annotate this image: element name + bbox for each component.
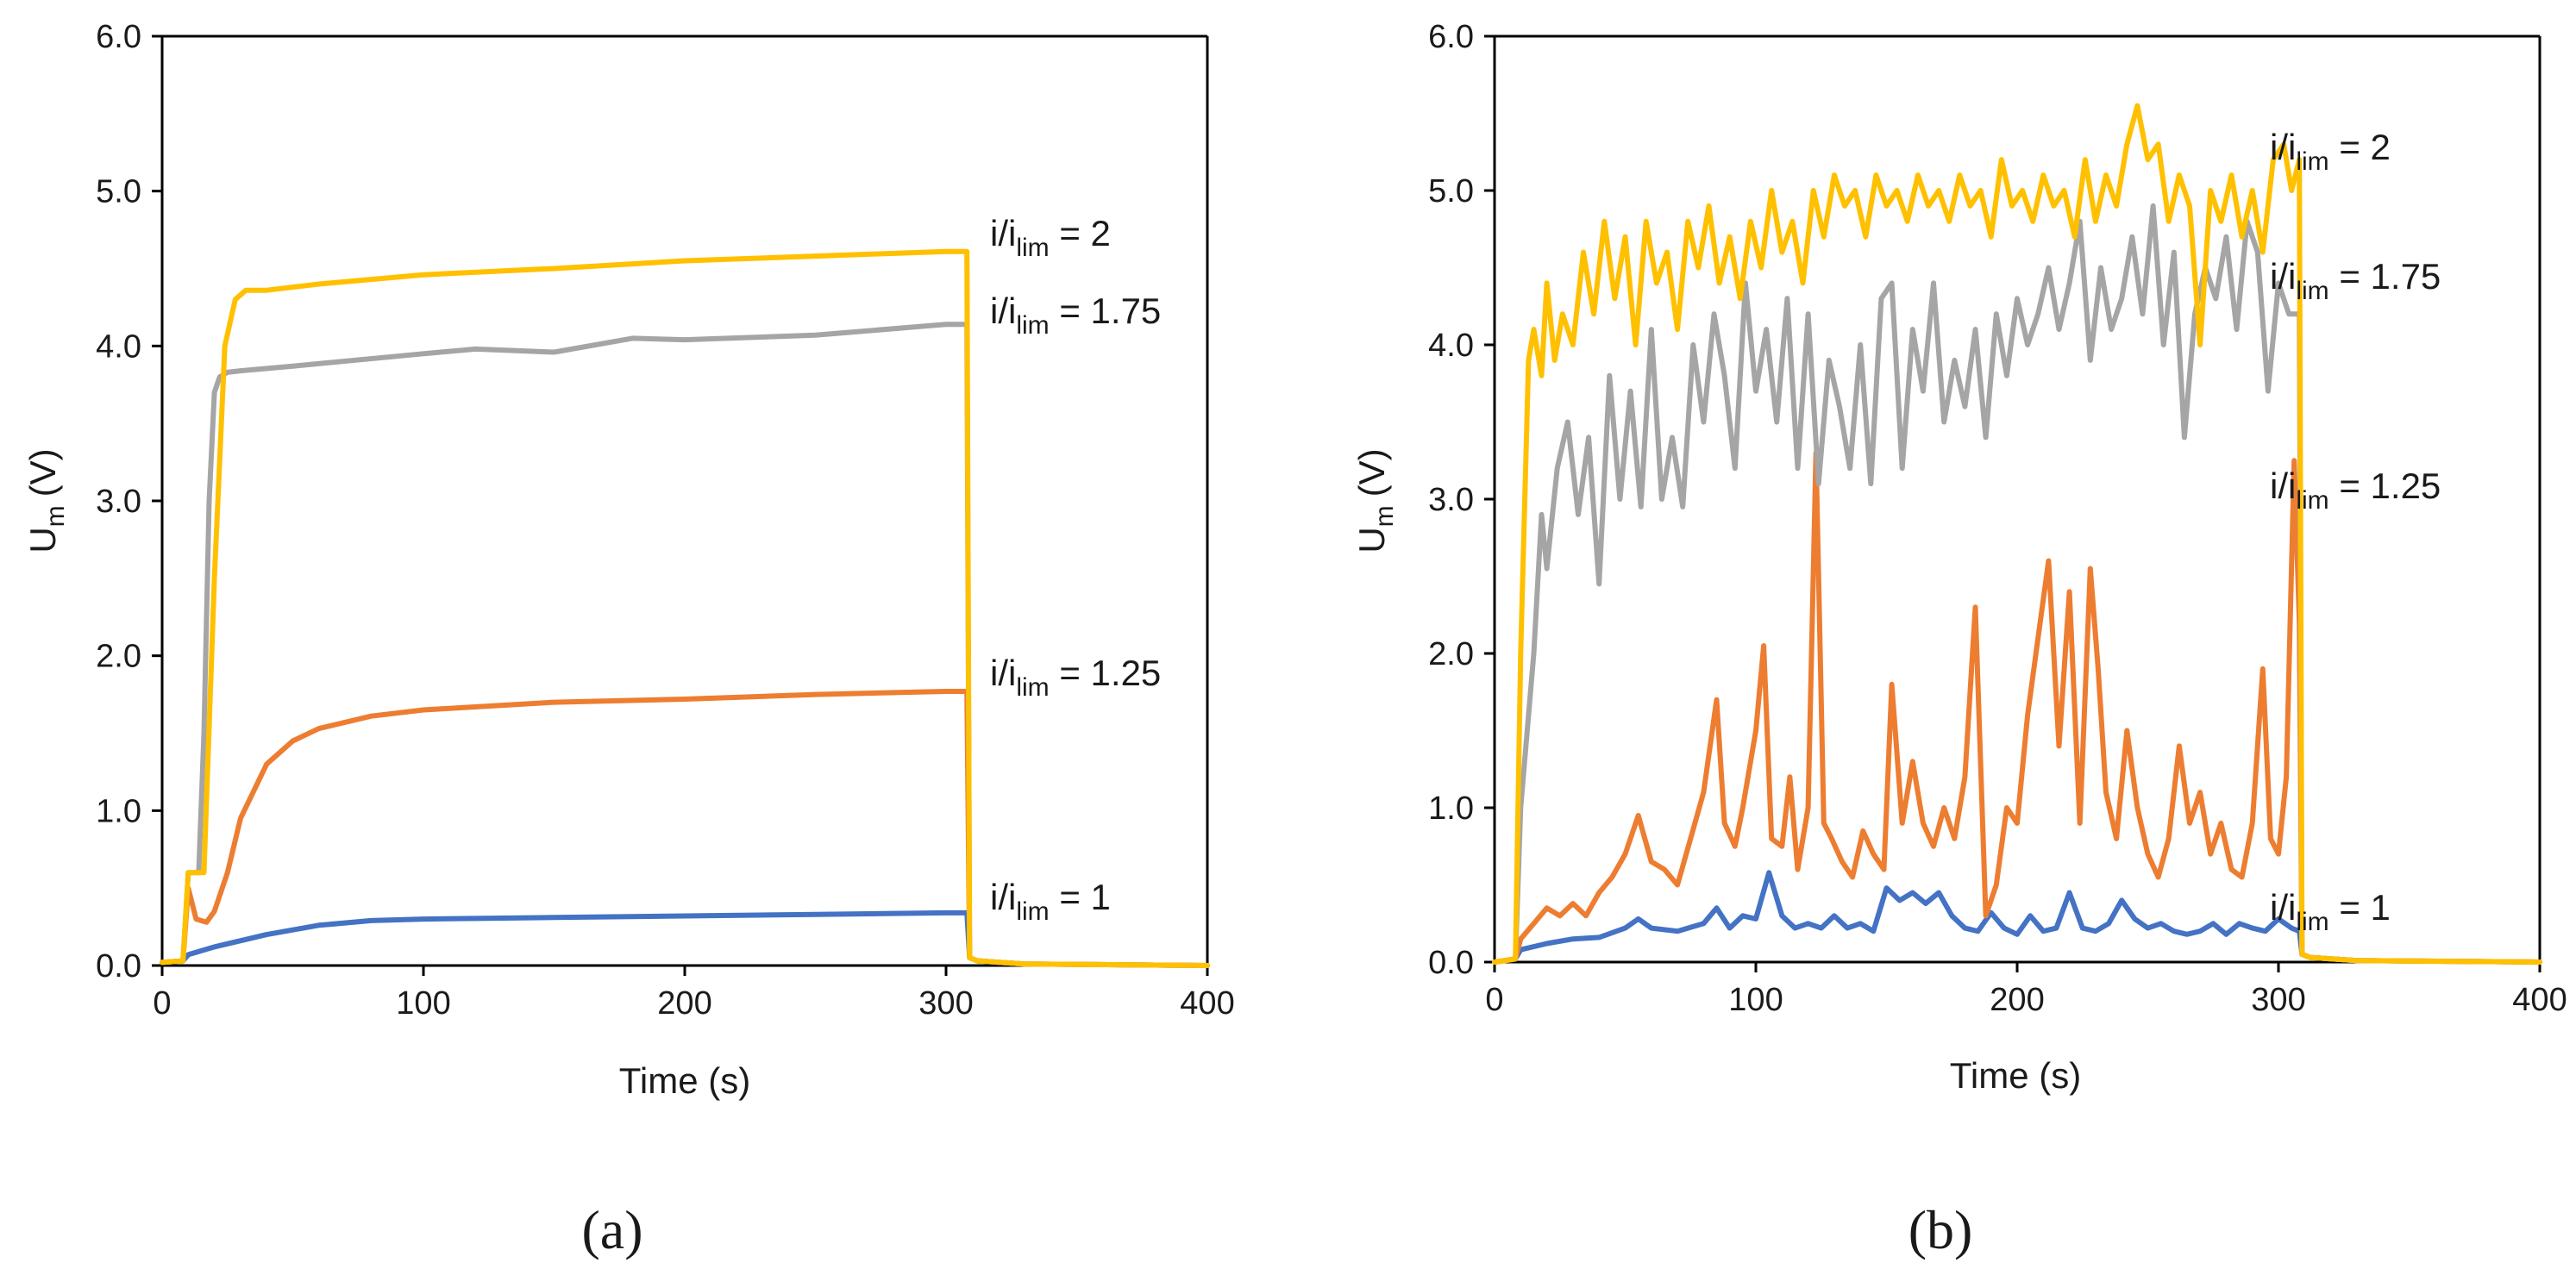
panel-a-y-tick-label: 2.0 bbox=[96, 639, 141, 675]
panel-b-y-tick-label: 3.0 bbox=[1428, 482, 1474, 518]
panel-b-y-tick-label: 0.0 bbox=[1428, 945, 1474, 981]
panel-a-y-tick-label: 5.0 bbox=[96, 174, 141, 210]
panel-b-label-i-ilim-2: i/ilim = 2 bbox=[2270, 127, 2391, 176]
panel-b-label-i-ilim-1-25: i/ilim = 1.25 bbox=[2270, 466, 2441, 515]
panel-a-y-axis-title: Um(V) bbox=[22, 448, 70, 553]
panel-b-y-tick-label: 4.0 bbox=[1428, 328, 1474, 364]
panel-b-y-axis-title: Um(V) bbox=[1351, 448, 1399, 553]
panel-a-label-i-ilim-1: i/ilim = 1 bbox=[990, 877, 1111, 926]
panel-a-series-i-ilim-2-line bbox=[160, 248, 1210, 968]
panel-b-chart: 0 100 200 300 400 0.0 1.0 2.0 3.0 4.0 5.0 6.0 i/ili… bbox=[1351, 19, 2567, 1260]
panel-b-label-i-ilim-1: i/ilim = 1 bbox=[2270, 887, 2391, 936]
panel-b-series-i-ilim-1-75-line bbox=[1492, 203, 2542, 965]
panel-a-y-tick-label: 3.0 bbox=[96, 484, 141, 520]
panel-b-y-tick-label: 6.0 bbox=[1428, 19, 1474, 55]
panel-a-x-tick-label: 200 bbox=[657, 985, 711, 1022]
panel-a-x-tick-label: 400 bbox=[1180, 985, 1234, 1022]
panel-b-x-axis-title: Time (s) bbox=[1950, 1055, 2081, 1096]
panel-a-x-tick-label: 300 bbox=[918, 985, 973, 1022]
panel-a-y-tick-label: 1.0 bbox=[96, 793, 141, 829]
panel-a-x-tick-label: 0 bbox=[153, 985, 171, 1022]
panel-a-label: (a) bbox=[581, 1199, 642, 1260]
panel-b-x-tick-label: 400 bbox=[2512, 982, 2567, 1018]
panel-b-x-tick-label: 200 bbox=[1990, 982, 2044, 1018]
panel-a-label-i-ilim-1-25: i/ilim = 1.25 bbox=[990, 653, 1161, 702]
panel-b-y-tick-label: 5.0 bbox=[1428, 173, 1474, 209]
panel-a-chart: 0 100 200 300 400 0.0 1.0 2.0 3.0 4.0 5.0 6.0 i/ili… bbox=[22, 19, 1235, 1260]
panel-b-y-tick-label: 1.0 bbox=[1428, 791, 1474, 827]
panel-b-x-tick-label: 0 bbox=[1485, 982, 1503, 1018]
panel-a-y-tick-label: 4.0 bbox=[96, 328, 141, 365]
panel-a-x-tick-label: 100 bbox=[396, 985, 450, 1022]
panel-a-label-i-ilim-1-75: i/ilim = 1.75 bbox=[990, 291, 1161, 340]
panel-a-x-axis-title: Time (s) bbox=[619, 1060, 750, 1101]
panel-a-y-tick-label: 0.0 bbox=[96, 948, 141, 984]
panel-b-y-tick-label: 2.0 bbox=[1428, 636, 1474, 672]
panel-a-y-tick-label: 6.0 bbox=[96, 19, 141, 55]
panel-b-x-tick-label: 300 bbox=[2251, 982, 2305, 1018]
panel-b-label-i-ilim-1-75: i/ilim = 1.75 bbox=[2270, 256, 2441, 305]
panel-b-series-i-ilim-1-25-line bbox=[1492, 450, 2542, 965]
panel-b-series-i-ilim-1-line bbox=[1492, 870, 2542, 965]
panel-b-label: (b) bbox=[1908, 1199, 1973, 1260]
panel-b-x-tick-label: 100 bbox=[1728, 982, 1783, 1018]
panel-b-series-i-ilim-2-line bbox=[1492, 103, 2542, 965]
panel-a-label-i-ilim-2: i/ilim = 2 bbox=[990, 213, 1111, 262]
